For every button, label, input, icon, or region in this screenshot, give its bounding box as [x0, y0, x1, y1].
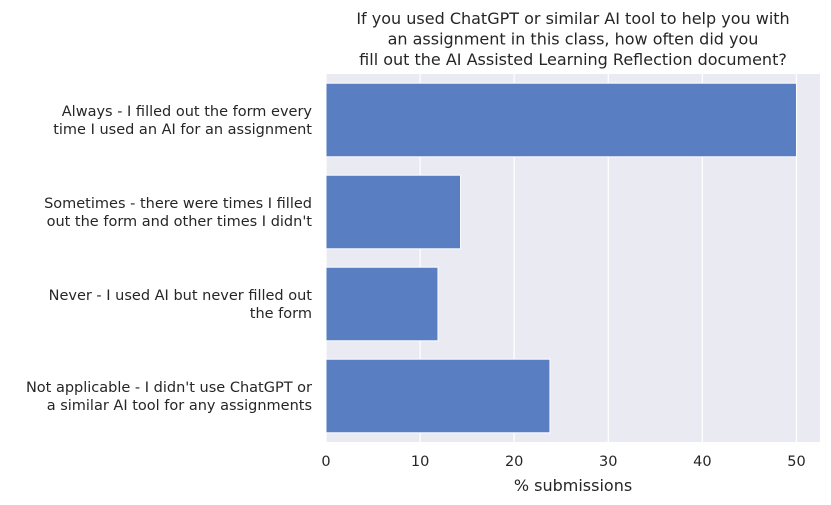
chart-title-line: If you used ChatGPT or similar AI tool t… [356, 9, 789, 28]
bar [325, 266, 439, 342]
bar [325, 358, 551, 434]
x-axis-label: % submissions [514, 476, 632, 495]
bar [325, 82, 797, 158]
x-tick-label: 10 [411, 454, 429, 470]
chart-title: If you used ChatGPT or similar AI tool t… [356, 9, 789, 69]
category-label: Never - I used AI but never filled out [49, 288, 313, 304]
category-label: the form [250, 306, 312, 322]
bar [325, 174, 462, 250]
x-tick-label: 50 [787, 454, 805, 470]
category-label: Always - I filled out the form every [62, 104, 313, 120]
x-tick-label: 0 [321, 454, 330, 470]
category-label: Not applicable - I didn't use ChatGPT or [26, 380, 312, 396]
x-tick-label: 20 [505, 454, 523, 470]
x-tick-labels: 0 10 20 30 40 50 [321, 454, 805, 470]
x-tick-label: 40 [693, 454, 711, 470]
category-label: out the form and other times I didn't [47, 214, 313, 230]
category-labels: Always - I filled out the form every time… [26, 104, 312, 414]
x-tick-label: 30 [599, 454, 617, 470]
category-label: time I used an AI for an assignment [53, 122, 312, 138]
category-label: Sometimes - there were times I filled [44, 196, 312, 212]
bars [325, 82, 797, 434]
category-label: a similar AI tool for any assignments [47, 398, 312, 414]
chart-title-line: an assignment in this class, how often d… [388, 30, 759, 49]
chart-title-line: fill out the AI Assisted Learning Reflec… [359, 50, 787, 69]
